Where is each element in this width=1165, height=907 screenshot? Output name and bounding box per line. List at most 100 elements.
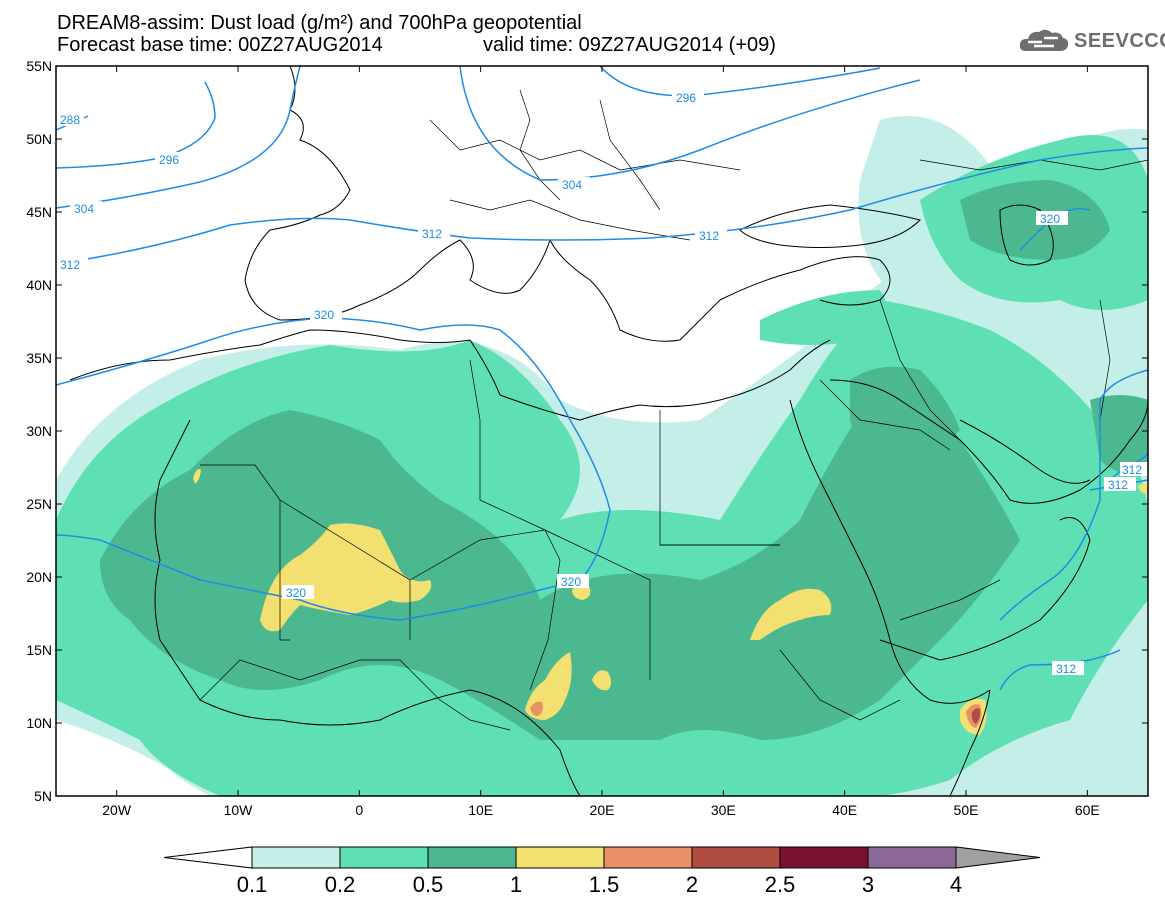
latitude-tick-label: 20N — [26, 569, 52, 585]
colorbar-segment — [691, 846, 781, 869]
longitude-tick-label: 10E — [468, 802, 493, 818]
dust-level-1-mauritania — [193, 469, 201, 484]
latitude-tick-label: 15N — [26, 642, 52, 658]
border-europe-2 — [449, 199, 691, 241]
latitude-tick-label: 25N — [26, 496, 52, 512]
colorbar-segment — [603, 846, 693, 869]
dust-level-0.5-gulf — [1090, 395, 1148, 474]
colorbar-segment — [251, 846, 341, 869]
colorbar-label: 1 — [510, 872, 522, 897]
colorbar-label: 0.1 — [237, 872, 268, 897]
latitude-tick-label: 35N — [26, 350, 52, 366]
contour-label: 312 — [699, 229, 719, 243]
coast-red-sea — [789, 399, 991, 704]
contour-label: 312 — [60, 258, 80, 272]
dust-level-1-sudan — [750, 588, 832, 640]
contour-304 — [56, 66, 301, 209]
dust-level-0.5-caspian — [960, 180, 1110, 260]
dust-level-1-sahara — [260, 523, 432, 632]
border-west-africa — [199, 659, 400, 701]
contour-label: 320 — [561, 575, 581, 589]
longitude-tick-label: 50E — [954, 802, 979, 818]
geopotential-contours — [56, 66, 1148, 691]
colorbar-high-triangle — [955, 846, 1041, 869]
latitude-tick-label: 55N — [26, 58, 52, 74]
colorbar-label: 2 — [686, 872, 698, 897]
contour-312-arabia — [999, 369, 1148, 621]
contour-labels: 288 296 296 304 304 312 312 312 320 320 … — [56, 90, 1148, 676]
colorbar-label: 2.5 — [765, 872, 796, 897]
colorbar: 0.1 0.2 0.5 1 1.5 2 2.5 3 4 — [163, 846, 1041, 897]
dust-level-1-small — [572, 585, 591, 600]
colorbar-segment — [867, 846, 957, 869]
contour-label: 320 — [314, 308, 334, 322]
border-niger-chad — [409, 529, 561, 691]
contour-label: 296 — [676, 91, 696, 105]
dust-level-1-oman — [1138, 483, 1148, 494]
longitude-axis: 20W 10W 0 10E 20E 30E 40E 50E 60E — [102, 66, 1100, 818]
cloud-icon — [1019, 29, 1069, 51]
coast-caspian — [999, 204, 1054, 266]
latitude-tick-label: 10N — [26, 715, 52, 731]
dust-level-0.2-levant — [760, 290, 887, 345]
contour-label: 304 — [74, 202, 94, 216]
colorbar-segment — [339, 846, 429, 869]
colorbar-label: 4 — [950, 872, 962, 897]
contour-label: 312 — [1056, 662, 1076, 676]
longitude-tick-label: 0 — [355, 802, 363, 818]
colorbar-low-triangle — [163, 846, 253, 869]
latitude-tick-label: 40N — [26, 277, 52, 293]
longitude-tick-label: 10W — [224, 802, 254, 818]
border-nigeria — [399, 659, 511, 731]
border-iraq-iran — [879, 299, 961, 441]
colorbar-label: 0.5 — [413, 872, 444, 897]
colorbar-label: 1.5 — [589, 872, 620, 897]
contour-296-east — [599, 66, 881, 97]
colorbar-label: 0.2 — [325, 872, 356, 897]
contour-label: 312 — [1108, 478, 1128, 492]
coast-europe — [244, 66, 891, 342]
border-saudi-yemen — [899, 579, 1001, 621]
longitude-tick-label: 60E — [1075, 802, 1100, 818]
colorbar-segment — [779, 846, 869, 869]
valid-time: valid time: 09Z27AUG2014 (+09) — [483, 34, 776, 56]
colorbar-label: 3 — [862, 872, 874, 897]
dust-level-2-somalia — [971, 708, 981, 724]
contour-304-east — [459, 66, 921, 181]
longitude-tick-label: 40E — [832, 802, 857, 818]
latitude-tick-label: 5N — [34, 788, 52, 804]
dust-level-0.5-arabia — [850, 366, 960, 470]
latitude-tick-label: 45N — [26, 204, 52, 220]
colorbar-segment — [427, 846, 517, 869]
coastlines — [69, 66, 1148, 796]
border-saudi-north — [819, 379, 951, 451]
coast-black-sea — [739, 204, 921, 248]
longitude-tick-label: 30E — [711, 802, 736, 818]
forecast-base-time: Forecast base time: 00Z27AUG2014 — [57, 34, 383, 56]
contour-label: 312 — [422, 227, 442, 241]
map-title: DREAM8-assim: Dust load (g/m²) and 700hP… — [57, 12, 582, 34]
coast-arabia-south — [879, 517, 1091, 661]
border-ethiopia — [779, 649, 901, 721]
coast-arabia — [829, 379, 1148, 504]
country-borders — [199, 89, 1148, 731]
dust-level-0.5 — [100, 390, 1020, 740]
coast-persian-gulf — [959, 419, 1091, 484]
logo-text: SEEVCCC — [1074, 29, 1165, 52]
longitude-tick-label: 20W — [102, 802, 132, 818]
colorbar-segment — [515, 846, 605, 869]
border-sudan-chad — [544, 529, 651, 680]
contour-296-west — [56, 81, 216, 169]
latitude-tick-label: 50N — [26, 131, 52, 147]
contour-label: 296 — [159, 153, 179, 167]
coast-africa-north — [69, 329, 831, 421]
contour-label: 304 — [562, 178, 582, 192]
contour-label: 320 — [286, 586, 306, 600]
contour-label: 312 — [1122, 463, 1142, 477]
contour-312 — [56, 147, 1148, 265]
coast-africa-west — [154, 419, 581, 796]
latitude-axis: 55N 50N 45N 40N 35N 30N 25N 20N 15N 10N 5N — [26, 58, 1148, 804]
dust-level-1-darfur — [592, 670, 611, 691]
border-iran-east — [1099, 299, 1111, 421]
